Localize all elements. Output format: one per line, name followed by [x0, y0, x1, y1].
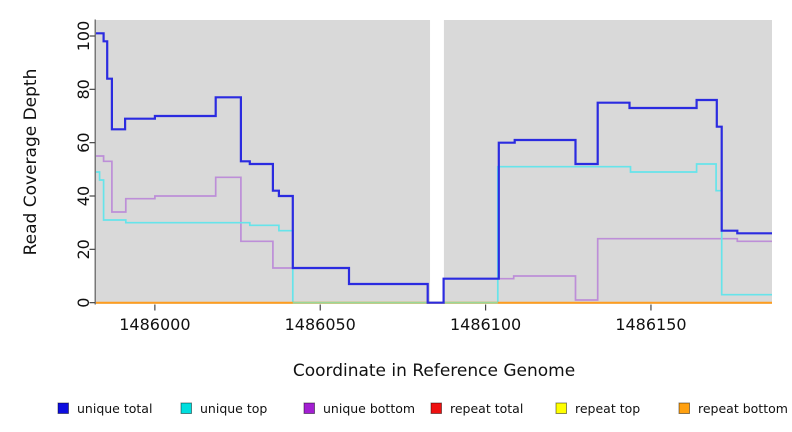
y-tick-label: 20: [74, 239, 93, 259]
y-tick-label: 80: [74, 79, 93, 99]
y-axis-title: Read Coverage Depth: [21, 69, 41, 256]
legend-swatch-repeat-top: [555, 402, 567, 414]
legend-label-unique-top: unique top: [200, 401, 267, 416]
legend-swatch-repeat-bottom: [678, 402, 690, 414]
x-tick-label: 1486150: [615, 315, 686, 334]
legend-swatch-unique-bottom: [303, 402, 315, 414]
legend-item-unique-top: unique top: [180, 401, 267, 416]
y-tick-label: 60: [74, 132, 93, 152]
no-data-gap-layer: [430, 20, 444, 304]
legend-label-repeat-bottom: repeat bottom: [698, 401, 788, 416]
legend-label-repeat-total: repeat total: [450, 401, 523, 416]
x-tick-label: 1486050: [285, 315, 356, 334]
y-axis-ticks: 0 20 40 60 80 100: [74, 21, 96, 308]
legend-swatch-repeat-total: [430, 402, 442, 414]
series-unique-total-line: [96, 32, 772, 304]
legend-item-repeat-bottom: repeat bottom: [678, 401, 788, 416]
x-tick-label: 1486000: [119, 315, 190, 334]
legend-swatch-unique-top: [180, 402, 192, 414]
legend-item-unique-bottom: unique bottom: [303, 401, 415, 416]
legend: unique total unique top unique bottom repea…: [57, 401, 788, 416]
legend-label-unique-bottom: unique bottom: [323, 401, 415, 416]
legend-item-repeat-top: repeat top: [555, 401, 640, 416]
legend-label-repeat-top: repeat top: [575, 401, 640, 416]
y-tick-label: 40: [74, 186, 93, 206]
x-tick-label: 1486100: [450, 315, 521, 334]
y-tick-label: 100: [74, 21, 93, 52]
x-axis-ticks: 1486000 1486050 1486100 1486150: [119, 304, 687, 334]
legend-item-repeat-total: repeat total: [430, 401, 523, 416]
legend-item-unique-total: unique total: [57, 401, 152, 416]
no-data-gap: [430, 20, 444, 304]
x-axis-title: Coordinate in Reference Genome: [293, 361, 575, 381]
legend-label-unique-total: unique total: [77, 401, 152, 416]
legend-swatch-unique-total: [57, 402, 69, 414]
series-layer: [96, 32, 772, 304]
y-tick-label: 0: [74, 298, 93, 308]
